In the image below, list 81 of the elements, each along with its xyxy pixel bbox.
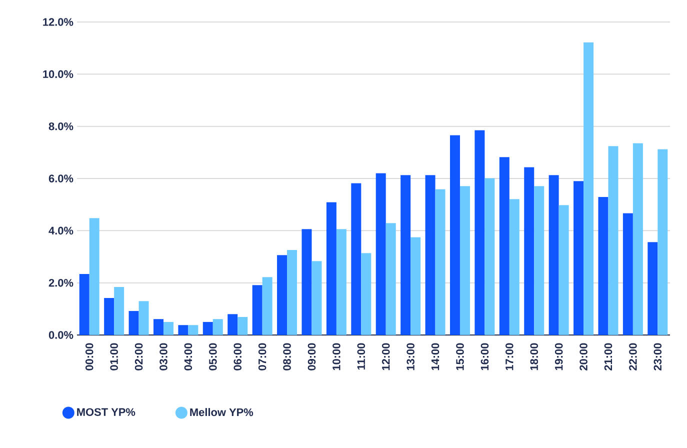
bar: [499, 157, 510, 335]
bar: [648, 242, 658, 335]
bar: [658, 149, 668, 335]
legend-label: Mellow YP%: [190, 408, 254, 416]
x-tick-label: 20:00: [580, 343, 588, 370]
x-tick-label: 16:00: [480, 343, 489, 370]
bar: [202, 322, 213, 335]
x-tick-label: 12:00: [382, 343, 390, 370]
bar: [114, 287, 124, 335]
x-tick-label: 07:00: [258, 343, 266, 370]
bar: [212, 319, 223, 335]
bar: [188, 325, 198, 335]
x-tick-label: 13:00: [406, 343, 414, 370]
bar: [410, 237, 421, 335]
bar: [138, 301, 149, 335]
bar: [277, 255, 288, 335]
x-tick-label: 01:00: [110, 343, 118, 370]
bar: [89, 218, 100, 335]
x-tick-label: 05:00: [209, 343, 217, 370]
x-tick-label: 02:00: [134, 343, 143, 370]
bar: [558, 205, 569, 335]
x-tick-label: 23:00: [654, 343, 662, 370]
bar: [509, 199, 520, 335]
bar: [534, 186, 544, 335]
y-tick-label: 2.0%: [48, 278, 74, 287]
x-tick-label: 15:00: [456, 343, 464, 370]
bar: [376, 173, 386, 335]
bar: [574, 181, 584, 335]
x-tick-label: 21:00: [604, 343, 612, 370]
bar: [400, 175, 411, 335]
x-tick-label: 18:00: [530, 343, 538, 370]
bar: [632, 143, 643, 335]
bar: [450, 135, 460, 335]
x-tick-label: 00:00: [85, 343, 94, 370]
bar: [435, 189, 446, 335]
bar: [228, 314, 238, 335]
x-tick-label: 03:00: [160, 343, 168, 370]
x-tick-label: 06:00: [234, 343, 242, 370]
x-tick-label: 14:00: [431, 343, 440, 370]
bar: [238, 317, 248, 335]
y-tick-label: 12.0%: [43, 18, 74, 26]
x-tick-label: 04:00: [184, 343, 192, 370]
bar: [262, 277, 272, 335]
bar: [153, 319, 164, 335]
bar: [351, 183, 362, 335]
bar: [302, 229, 312, 335]
bar: [178, 325, 188, 335]
x-tick-label: 19:00: [554, 343, 563, 370]
bar: [336, 229, 346, 335]
bar: [425, 175, 436, 335]
x-tick-label: 11:00: [357, 343, 366, 370]
bar: [484, 178, 495, 335]
bar: [386, 223, 396, 335]
legend-label: MOST YP%: [77, 408, 136, 416]
bar: [524, 167, 534, 335]
bar: [326, 202, 336, 335]
x-tick-label: 08:00: [283, 343, 291, 370]
bar: [163, 322, 174, 335]
bar: [252, 285, 262, 335]
y-tick-label: 4.0%: [48, 226, 74, 235]
x-tick-label: 09:00: [308, 343, 316, 370]
x-tick-label: 22:00: [629, 343, 637, 370]
bar: [312, 261, 322, 335]
x-tick-label: 10:00: [332, 343, 340, 370]
y-tick-label: 6.0%: [48, 174, 74, 182]
bar: [598, 197, 608, 335]
y-tick-label: 8.0%: [48, 122, 74, 130]
bar: [622, 213, 633, 335]
bar: [548, 175, 559, 335]
bar: [361, 253, 372, 335]
bar: [460, 186, 470, 335]
y-tick-label: 0.0%: [48, 331, 74, 339]
bar: [79, 274, 90, 335]
bar: [287, 250, 298, 335]
y-tick-label: 10.0%: [43, 70, 74, 78]
bar: [104, 298, 114, 335]
x-tick-label: 17:00: [506, 343, 514, 370]
bar: [128, 311, 139, 335]
bar: [474, 130, 485, 335]
bar: [608, 146, 618, 335]
bar: [584, 42, 594, 335]
